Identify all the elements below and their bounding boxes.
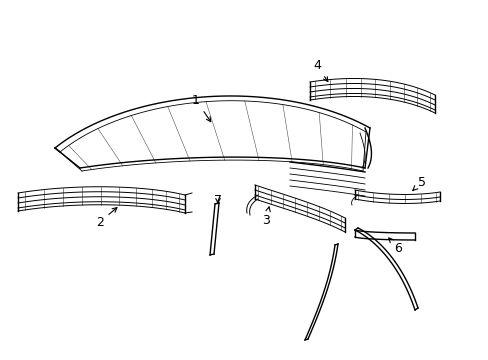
Text: 3: 3 xyxy=(262,207,270,226)
Text: 2: 2 xyxy=(96,208,117,229)
Text: 6: 6 xyxy=(388,238,401,255)
Text: 5: 5 xyxy=(412,176,425,190)
Text: 7: 7 xyxy=(214,194,222,207)
Text: 1: 1 xyxy=(192,94,210,122)
Text: 4: 4 xyxy=(312,59,327,82)
